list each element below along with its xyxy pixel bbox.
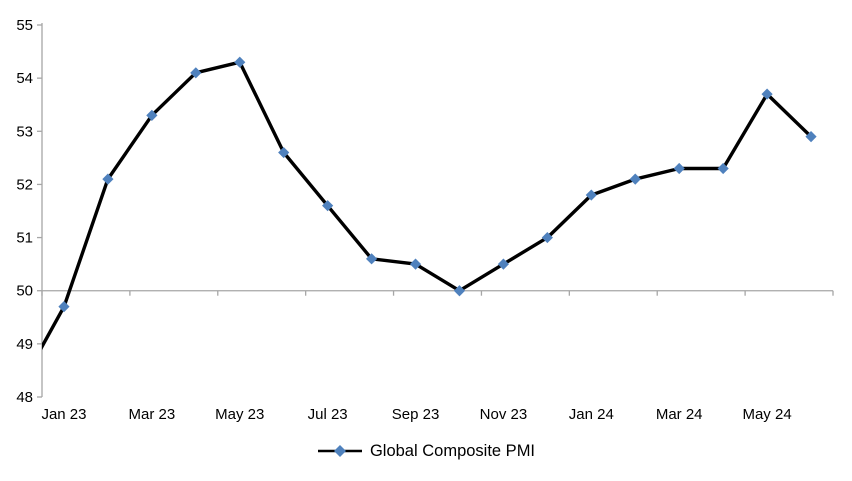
y-tick-label: 52 xyxy=(16,176,33,193)
data-point-marker xyxy=(278,146,290,159)
x-tick-label: Sep 23 xyxy=(392,406,440,423)
data-point-marker xyxy=(717,162,729,175)
x-tick-label: Nov 23 xyxy=(480,406,528,423)
x-tick-label: Jul 23 xyxy=(308,406,348,423)
x-tick-label: May 23 xyxy=(215,406,264,423)
legend-label: Global Composite PMI xyxy=(369,441,536,460)
y-tick-label: 53 xyxy=(16,123,33,140)
y-tick-label: 54 xyxy=(16,70,33,87)
y-tick-label: 51 xyxy=(16,230,33,247)
x-tick-label: Mar 24 xyxy=(656,406,703,423)
data-point-marker xyxy=(629,173,641,185)
data-point-marker xyxy=(761,88,773,100)
data-point-marker xyxy=(497,258,510,270)
x-tick-label: Jan 23 xyxy=(41,406,86,423)
x-tick-label: May 24 xyxy=(742,406,791,423)
data-point-marker xyxy=(673,162,685,175)
pmi-line-chart: 55 54 53 52 51 50 49 48 Jan 23 Mar 23 May 23 Jul 23… xyxy=(16,17,834,423)
x-tick-label: Mar 23 xyxy=(129,406,176,423)
x-tick-label: Jan 24 xyxy=(569,406,614,423)
data-point-marker xyxy=(541,231,553,244)
data-point-marker xyxy=(805,131,817,143)
data-point-marker xyxy=(322,200,334,212)
data-point-marker xyxy=(190,67,202,79)
legend: Global Composite PMI xyxy=(0,436,852,466)
y-tick-label: 50 xyxy=(16,283,33,300)
data-point-marker xyxy=(365,253,378,265)
data-point-marker xyxy=(58,301,70,313)
y-tick-label: 55 xyxy=(16,17,33,34)
data-point-marker xyxy=(585,189,597,201)
data-point-marker xyxy=(146,109,158,121)
y-tick-label: 48 xyxy=(16,389,33,406)
data-point-marker xyxy=(234,56,246,68)
y-tick-label: 49 xyxy=(16,336,33,353)
legend-marker-icon xyxy=(317,445,362,457)
data-point-marker xyxy=(102,173,114,185)
series-line xyxy=(42,60,813,351)
data-point-marker xyxy=(409,258,422,270)
data-point-marker xyxy=(453,285,466,297)
